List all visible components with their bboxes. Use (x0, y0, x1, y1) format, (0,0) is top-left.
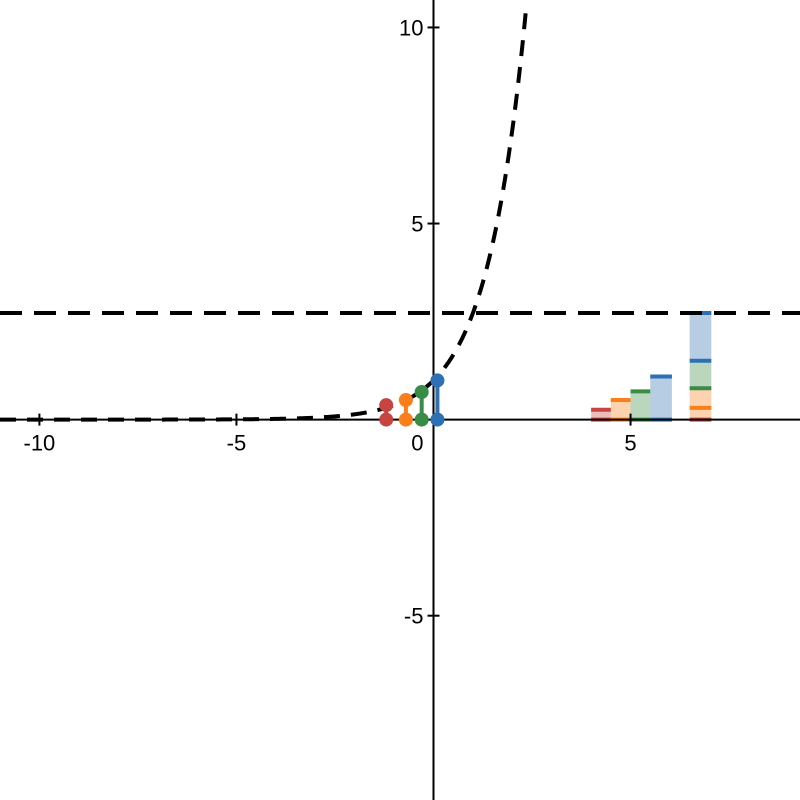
x-tick-label: 5 (624, 431, 636, 456)
stem-top-point[interactable] (414, 385, 429, 399)
stem-top-point[interactable] (398, 393, 413, 407)
stacked-bar-segment (689, 388, 712, 408)
x-tick-label: -5 (227, 431, 247, 456)
stem-top-point[interactable] (430, 373, 445, 388)
bar (650, 376, 672, 420)
bar (630, 391, 651, 420)
stem-top-point[interactable] (379, 398, 394, 413)
exponential-curve (0, 8, 529, 422)
stacked-bar-segment (689, 360, 712, 389)
stem-base-point[interactable] (398, 412, 413, 427)
y-tick-label: 5 (411, 212, 423, 237)
x-tick-label: 0 (411, 431, 423, 456)
shapes-layer (591, 310, 712, 422)
bar (591, 409, 611, 420)
stacked-bar-segment (689, 312, 712, 361)
stem-base-point[interactable] (379, 412, 394, 427)
curve-layer (0, 8, 800, 422)
points-layer (379, 373, 445, 427)
ticks-layer: -10 -5 0 5 -5 5 10 (24, 15, 637, 628)
bar (610, 400, 631, 420)
stem-base-point[interactable] (414, 412, 429, 427)
x-tick-label: -10 (24, 431, 56, 456)
stacked-bar-segment (689, 407, 712, 420)
stem-base-point[interactable] (430, 412, 445, 427)
y-tick-label: 10 (399, 15, 423, 40)
y-tick-label: -5 (404, 604, 424, 629)
